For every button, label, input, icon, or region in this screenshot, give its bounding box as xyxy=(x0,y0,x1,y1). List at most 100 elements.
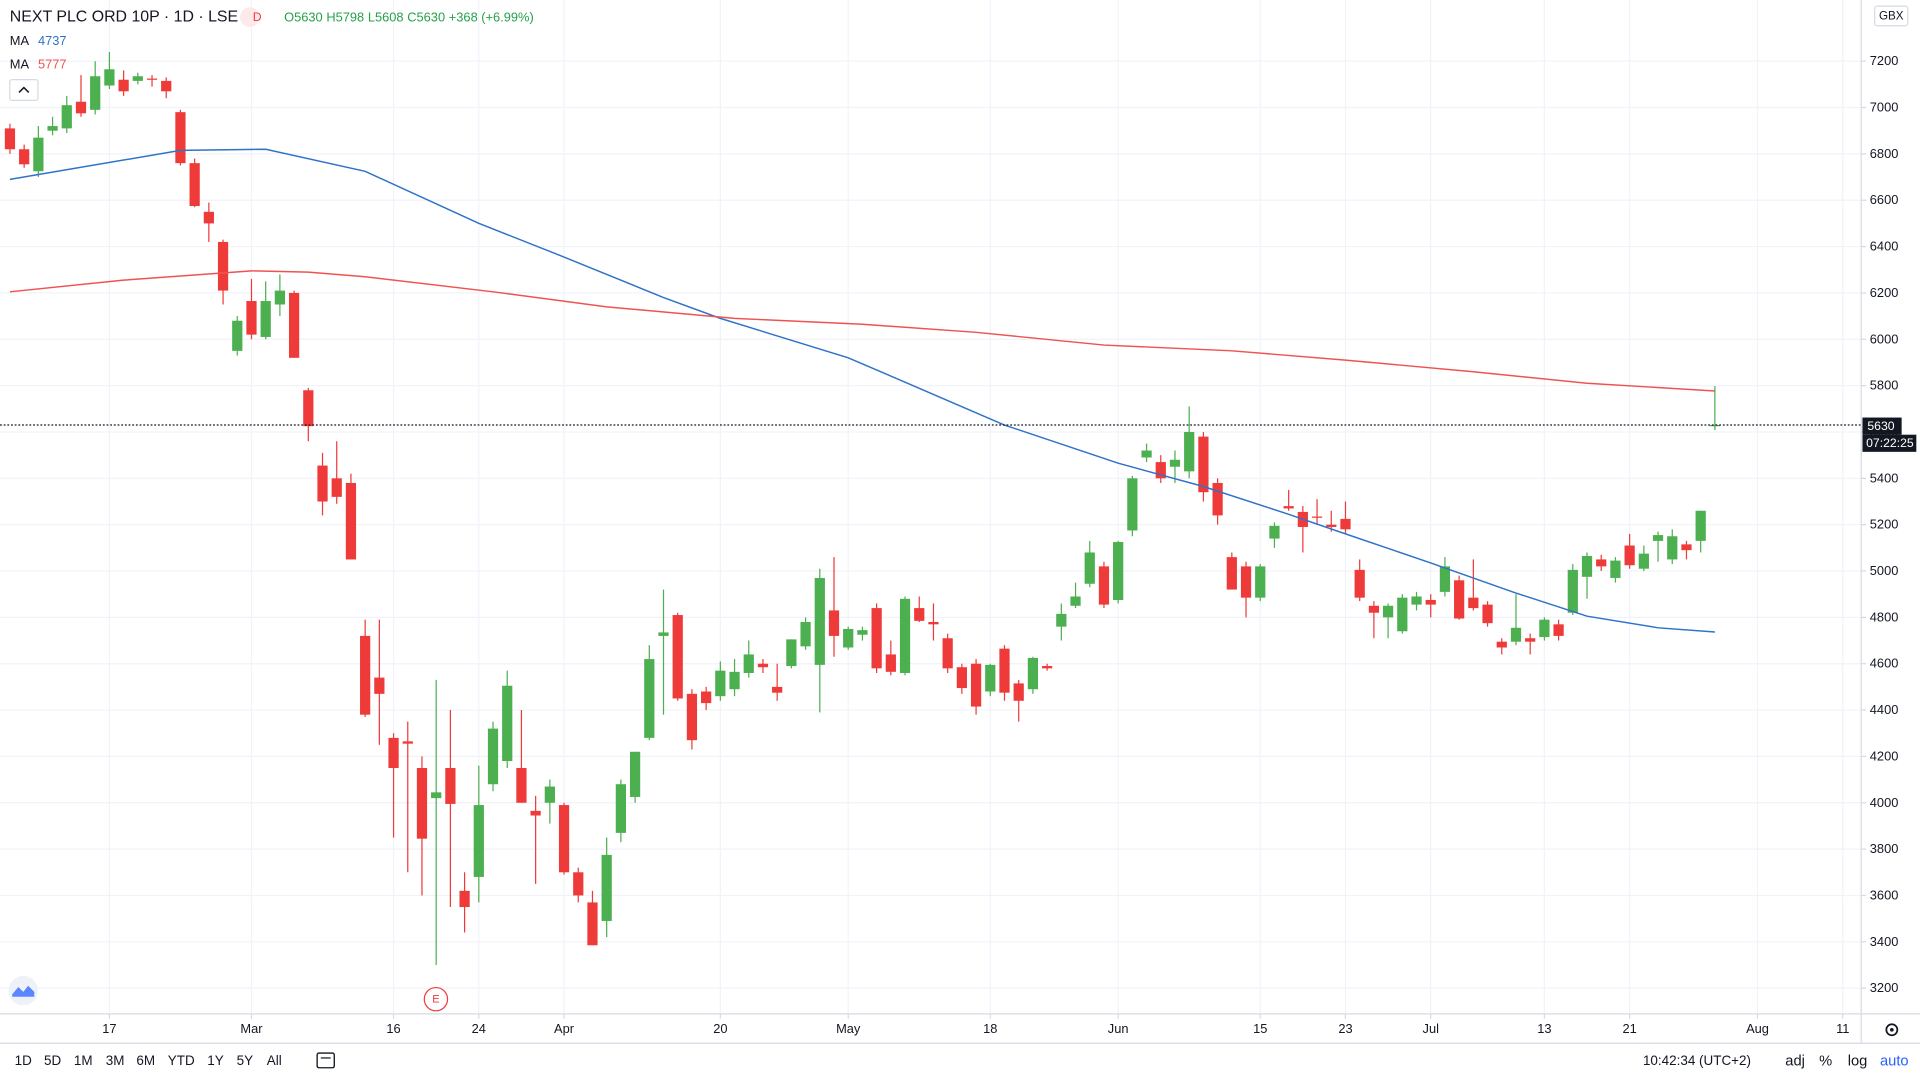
candle-body xyxy=(1070,596,1081,606)
range-button[interactable]: 1M xyxy=(74,1053,93,1068)
date-range-button[interactable] xyxy=(316,1052,335,1069)
candle-body xyxy=(672,615,683,699)
candle-body xyxy=(118,79,129,92)
candle-body xyxy=(914,608,925,621)
indicator-value: 4737 xyxy=(38,33,67,48)
currency-box[interactable] xyxy=(1874,5,1909,27)
candle-body xyxy=(558,805,570,873)
settings-button[interactable] xyxy=(1885,1023,1899,1037)
option-button[interactable]: log xyxy=(1848,1054,1868,1070)
candle-body xyxy=(999,648,1010,693)
y-tick-label: 4400 xyxy=(1870,702,1899,717)
candle-body xyxy=(601,854,612,921)
interval-badge: D xyxy=(253,10,262,24)
y-tick-label: 3400 xyxy=(1870,934,1899,949)
candle-body xyxy=(573,872,584,896)
candle-body xyxy=(544,786,555,803)
candle-body xyxy=(317,465,328,502)
candle-body xyxy=(1283,506,1294,509)
candle-body xyxy=(445,767,456,804)
candle-body xyxy=(1198,436,1209,493)
option-button[interactable]: % xyxy=(1819,1054,1832,1070)
candle-body xyxy=(90,76,101,110)
candle-body xyxy=(1397,597,1408,632)
earnings-marker[interactable] xyxy=(423,986,449,1012)
candle-body xyxy=(1368,605,1380,613)
x-tick-label: Jun xyxy=(1108,1021,1129,1036)
candle-body xyxy=(146,78,158,80)
range-button[interactable]: 1D xyxy=(15,1053,32,1068)
candle-body xyxy=(658,632,669,636)
countdown-tag xyxy=(1862,434,1917,452)
range-button[interactable]: 1Y xyxy=(207,1053,223,1068)
candle-body xyxy=(487,728,499,785)
candle-body xyxy=(203,211,214,224)
candle-body xyxy=(1042,666,1053,669)
candle-body xyxy=(47,126,58,131)
candle-body xyxy=(1098,566,1110,605)
candle-body xyxy=(459,890,470,908)
x-tick-label: Mar xyxy=(240,1021,263,1036)
candle-body xyxy=(260,301,271,337)
candle-body xyxy=(61,105,72,129)
logo[interactable] xyxy=(8,975,38,1006)
candle-body xyxy=(345,482,357,560)
candle-body xyxy=(1567,569,1578,613)
option-button[interactable]: adj xyxy=(1785,1054,1805,1070)
candle-body xyxy=(701,691,712,704)
candle-body xyxy=(970,663,982,707)
currency: GBX xyxy=(1879,10,1904,23)
symbol-title: NEXT PLC ORD 10P · 1D · LSE xyxy=(10,8,238,25)
x-tick-label: 24 xyxy=(472,1021,486,1036)
candle-body xyxy=(1624,545,1635,566)
candle-body xyxy=(4,128,16,150)
settings-icon xyxy=(1890,1027,1894,1032)
option-button[interactable]: auto xyxy=(1880,1054,1909,1070)
range-button[interactable]: 6M xyxy=(136,1053,155,1068)
candle-body xyxy=(814,577,825,665)
candle-body xyxy=(132,76,143,81)
y-tick-label: 5800 xyxy=(1870,378,1899,393)
x-tick-label: May xyxy=(836,1021,861,1036)
candle-body xyxy=(899,598,911,673)
x-tick-label: 17 xyxy=(102,1021,116,1036)
candle-body xyxy=(402,741,413,744)
candle-body xyxy=(530,810,541,816)
x-tick-label: Jul xyxy=(1423,1021,1439,1036)
collapse-button[interactable] xyxy=(9,78,39,102)
candle-body xyxy=(1169,459,1181,467)
candle-body xyxy=(1695,510,1706,541)
candle-body xyxy=(175,112,186,164)
range-button[interactable]: 5D xyxy=(44,1053,61,1068)
ohlc: O5630 H5798 L5608 C5630 +368 (+6.99%) xyxy=(284,10,534,25)
logo-icon xyxy=(12,985,35,997)
candle-body xyxy=(885,654,896,672)
x-tick-label: 15 xyxy=(1253,1021,1267,1036)
candle-body xyxy=(516,767,527,803)
candle-body xyxy=(416,767,428,839)
candle-body xyxy=(1667,536,1678,560)
candle-body xyxy=(1510,627,1522,642)
y-tick-label: 4000 xyxy=(1870,795,1899,810)
candle-body xyxy=(75,101,87,114)
range-button[interactable]: All xyxy=(267,1053,282,1068)
candle-body xyxy=(715,670,726,697)
range-button[interactable]: YTD xyxy=(168,1053,195,1068)
candle-body xyxy=(1382,605,1394,618)
candle-body xyxy=(1652,535,1664,541)
candle-body xyxy=(1468,597,1479,609)
candle-body xyxy=(786,639,797,667)
range-button[interactable]: 5Y xyxy=(237,1053,253,1068)
x-tick-label: 18 xyxy=(983,1021,997,1036)
candle-body xyxy=(288,292,300,358)
candle-body xyxy=(431,792,442,799)
candle-body xyxy=(104,69,115,86)
earnings-label: E xyxy=(432,994,439,1006)
y-tick-label: 5000 xyxy=(1870,563,1899,578)
candle-body xyxy=(629,751,641,797)
candle-body xyxy=(828,610,840,636)
candle-body xyxy=(161,80,172,92)
range-button[interactable]: 3M xyxy=(106,1053,125,1068)
candle-body xyxy=(1525,638,1536,642)
candle-body xyxy=(246,301,257,335)
